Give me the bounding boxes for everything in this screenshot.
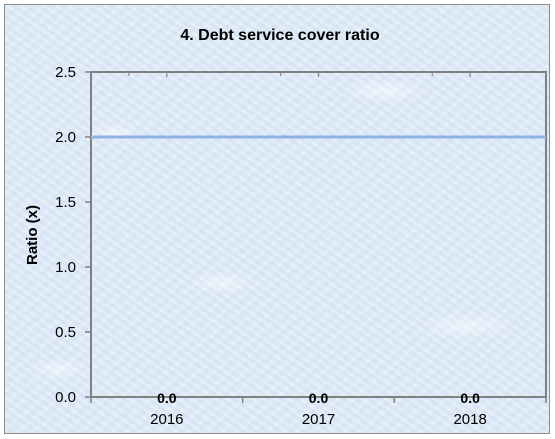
data-label: 0.0 xyxy=(309,390,329,406)
data-label: 0.0 xyxy=(460,390,480,406)
y-tick-label: 2.0 xyxy=(55,129,76,146)
y-axis-title: Ratio (x) xyxy=(24,205,41,265)
x-tick-label: 2016 xyxy=(150,411,183,428)
chart-area xyxy=(4,4,550,434)
data-label: 0.0 xyxy=(157,390,177,406)
y-tick-label: 1.5 xyxy=(55,194,76,211)
plot-border xyxy=(90,71,547,398)
y-tick-label: 2.5 xyxy=(55,64,76,81)
y-tick-label: 1.0 xyxy=(55,259,76,276)
plot-area: 0.0 0.5 1.0 1.5 2.0 2.5 2016 2017 2018 0.0 0.0 0.0 xyxy=(55,64,547,428)
x-tick-label: 2018 xyxy=(453,411,486,428)
y-tick-label: 0.0 xyxy=(55,389,76,406)
x-tick-label: 2017 xyxy=(302,411,335,428)
chart-title: 4. Debt service cover ratio xyxy=(180,27,379,44)
y-tick-label: 0.5 xyxy=(55,324,76,341)
